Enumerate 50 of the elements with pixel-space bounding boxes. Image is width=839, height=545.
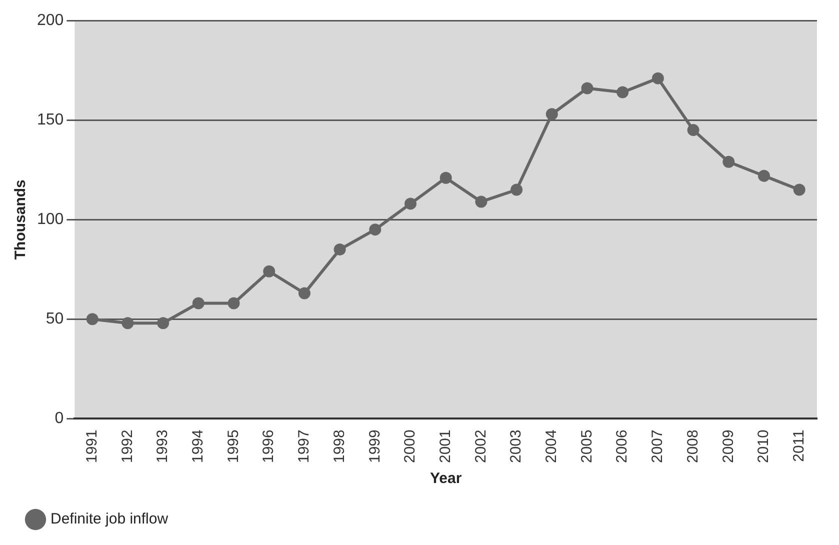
point xyxy=(475,196,488,208)
x-tick-label: 1996 xyxy=(260,430,278,464)
x-tick-label: 2010 xyxy=(755,430,772,464)
point xyxy=(122,317,134,330)
x-tick-label: 1991 xyxy=(84,430,101,464)
point xyxy=(758,170,770,182)
x-tick-label: 2003 xyxy=(508,430,525,464)
point xyxy=(581,82,594,94)
x-tick-label: 1994 xyxy=(190,430,207,464)
point xyxy=(687,124,700,136)
x-tick-label: 1995 xyxy=(224,430,242,464)
point xyxy=(404,198,416,210)
point xyxy=(652,72,664,84)
y-tick-label: 50 xyxy=(46,310,64,328)
y-axis-title: Thousands xyxy=(12,180,30,260)
x-tick-label: 1997 xyxy=(296,430,313,464)
point xyxy=(616,86,629,98)
x-tick-label: 1998 xyxy=(330,430,348,464)
x-tick-label: 2006 xyxy=(614,430,631,464)
x-tick-label: 2009 xyxy=(720,430,737,464)
point xyxy=(334,243,346,256)
x-tick-label: 1993 xyxy=(154,430,172,464)
x-tick-label: 1999 xyxy=(366,430,384,464)
point xyxy=(440,172,452,184)
y-tick-label: 200 xyxy=(36,12,64,30)
x-tick-label: 2001 xyxy=(436,430,454,464)
x-tick-label: 2008 xyxy=(684,430,702,464)
point xyxy=(157,317,170,330)
point xyxy=(192,297,204,310)
point xyxy=(228,297,240,310)
x-tick-label: 2002 xyxy=(472,430,490,464)
point xyxy=(722,156,735,168)
x-tick-label: 2005 xyxy=(578,430,596,464)
x-tick-label: 2007 xyxy=(649,430,666,464)
point xyxy=(546,108,558,120)
y-tick-label: 100 xyxy=(36,211,64,228)
point xyxy=(263,265,276,278)
y-tick-label: 150 xyxy=(36,112,64,129)
point xyxy=(793,184,806,196)
legend-label: Definite job inflow xyxy=(50,510,168,528)
y-tick-label: 0 xyxy=(54,410,64,428)
x-tick-label: 2004 xyxy=(543,430,560,464)
point xyxy=(369,224,382,236)
x-tick-label: 1992 xyxy=(118,430,136,464)
point xyxy=(86,313,98,326)
x-axis-title: Year xyxy=(430,470,462,488)
point xyxy=(298,287,310,300)
x-tick-label: 2000 xyxy=(402,430,419,464)
x-tick-label: 2011 xyxy=(790,430,808,462)
point xyxy=(510,184,523,196)
